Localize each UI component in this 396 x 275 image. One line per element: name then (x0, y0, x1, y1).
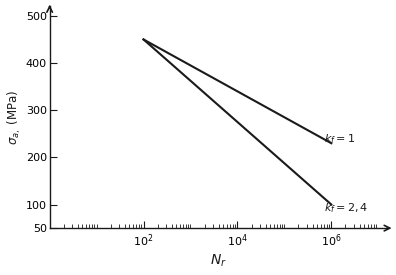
Text: $k_f = 1$: $k_f = 1$ (324, 133, 355, 146)
Y-axis label: $\sigma_{a,}$ (MPa): $\sigma_{a,}$ (MPa) (6, 90, 23, 145)
X-axis label: $N_r$: $N_r$ (210, 253, 227, 270)
Text: $k_f = 2,4$: $k_f = 2,4$ (324, 201, 369, 215)
